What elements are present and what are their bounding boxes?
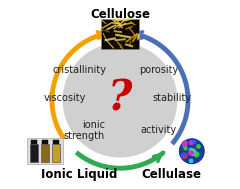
Text: Ionic Liquid: Ionic Liquid bbox=[41, 168, 117, 181]
Text: activity: activity bbox=[141, 125, 177, 135]
FancyBboxPatch shape bbox=[52, 144, 60, 162]
Circle shape bbox=[188, 151, 192, 155]
Text: cristallinity: cristallinity bbox=[53, 65, 107, 75]
Text: porosity: porosity bbox=[139, 65, 178, 75]
Circle shape bbox=[180, 139, 204, 163]
Circle shape bbox=[184, 147, 187, 150]
Text: stability: stability bbox=[152, 93, 191, 103]
Text: ionic
strength: ionic strength bbox=[64, 120, 105, 141]
Circle shape bbox=[197, 145, 200, 148]
Circle shape bbox=[191, 149, 195, 154]
Text: viscosity: viscosity bbox=[44, 93, 86, 103]
Text: ?: ? bbox=[108, 77, 132, 119]
Circle shape bbox=[182, 153, 187, 158]
FancyBboxPatch shape bbox=[30, 144, 38, 162]
FancyBboxPatch shape bbox=[53, 140, 59, 144]
Circle shape bbox=[193, 140, 196, 143]
FancyBboxPatch shape bbox=[41, 144, 49, 162]
FancyBboxPatch shape bbox=[27, 138, 63, 164]
FancyBboxPatch shape bbox=[42, 140, 48, 144]
Text: Cellulase: Cellulase bbox=[141, 168, 201, 181]
FancyBboxPatch shape bbox=[31, 140, 37, 144]
Circle shape bbox=[182, 141, 187, 146]
Circle shape bbox=[189, 159, 193, 163]
Circle shape bbox=[63, 43, 177, 157]
Circle shape bbox=[182, 153, 186, 157]
Circle shape bbox=[190, 141, 193, 145]
Circle shape bbox=[194, 152, 199, 157]
Circle shape bbox=[189, 148, 192, 151]
Circle shape bbox=[191, 152, 194, 154]
Circle shape bbox=[190, 150, 195, 155]
FancyBboxPatch shape bbox=[101, 19, 139, 49]
Circle shape bbox=[183, 145, 186, 148]
Text: Cellulose: Cellulose bbox=[90, 8, 150, 21]
